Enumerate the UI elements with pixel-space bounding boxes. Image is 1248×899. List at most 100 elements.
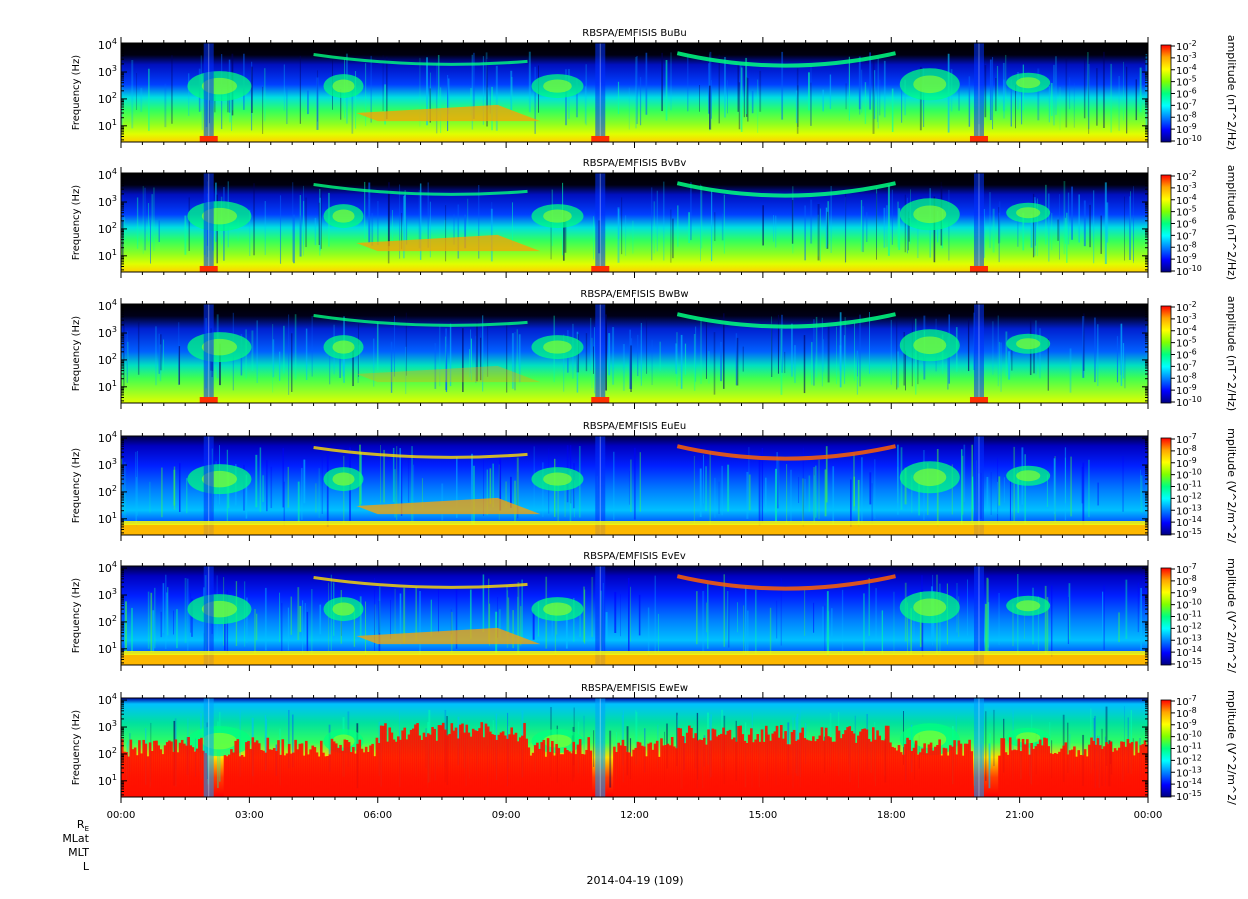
colorbar-tick-label: 10-10 xyxy=(1176,730,1202,744)
spectrogram-panel-3: RBSPA/EMFISIS BwBw Frequency (Hz) 101 102 10… xyxy=(71,289,1238,411)
colorbar-tick-label: 10-12 xyxy=(1176,753,1202,767)
y-tick-label: 101 xyxy=(98,379,117,394)
y-tick-label: 101 xyxy=(98,773,117,788)
colorbar-tick-label: 10-5 xyxy=(1176,205,1197,219)
colorbar-tick-label: 10-7 xyxy=(1176,98,1197,112)
colorbar-tick-label: 10-8 xyxy=(1176,371,1197,385)
colorbar-label: amplitude (nT^2/Hz) xyxy=(1225,165,1238,280)
colorbar-tick-label: 10-8 xyxy=(1176,240,1197,254)
colorbar-tick-label: 10-7 xyxy=(1176,228,1197,242)
colorbar-tick-label: 10-8 xyxy=(1176,110,1197,124)
colorbar-tick-label: 10-10 xyxy=(1176,264,1202,278)
colorbar-tick-label: 10-9 xyxy=(1176,718,1197,732)
y-tick-label: 101 xyxy=(98,641,117,656)
y-tick-label: 101 xyxy=(98,248,117,263)
y-tick-label: 102 xyxy=(98,746,117,761)
y-tick-label: 104 xyxy=(98,430,117,445)
y-tick-label: 101 xyxy=(98,511,117,526)
spectrogram-panel-4: RBSPA/EMFISIS EuEu Frequency (Hz) 101 102 10… xyxy=(71,421,1238,543)
colorbar-tick-label: 10-2 xyxy=(1176,300,1197,314)
y-tick-label: 102 xyxy=(98,221,117,236)
colorbar-tick-label: 10-14 xyxy=(1176,777,1202,791)
colorbar: 10-710-810-910-1010-1110-1210-1310-1410-… xyxy=(1160,558,1238,673)
y-axis-label: Frequency (Hz) xyxy=(71,55,82,131)
x-tick-label: 00:00 xyxy=(107,810,136,821)
x-tick-label: 06:00 xyxy=(363,810,392,821)
colorbar: 10-210-310-410-510-610-710-810-910-10 amp… xyxy=(1160,296,1238,411)
spectrogram-image xyxy=(121,173,1148,272)
x-tick-label: 00:00 xyxy=(1134,810,1163,821)
y-axis-label: Frequency (Hz) xyxy=(71,448,82,524)
colorbar-tick-label: 10-5 xyxy=(1176,75,1197,89)
x-tick-label: 21:00 xyxy=(1005,810,1034,821)
colorbar-tick-label: 10-8 xyxy=(1176,574,1197,588)
colorbar-tick-label: 10-10 xyxy=(1176,134,1202,148)
colorbar-tick-label: 10-10 xyxy=(1176,395,1202,409)
colorbar-tick-label: 10-15 xyxy=(1176,657,1202,671)
panel-title: RBSPA/EMFISIS EuEu xyxy=(583,421,686,432)
spectrogram-panel-1: RBSPA/EMFISIS BuBu Frequency (Hz) 101 102 10… xyxy=(71,28,1238,150)
colorbar-tick-label: 10-6 xyxy=(1176,87,1197,101)
panel-title: RBSPA/EMFISIS BuBu xyxy=(582,28,686,39)
colorbar-tick-label: 10-8 xyxy=(1176,706,1197,720)
y-tick-label: 103 xyxy=(98,194,117,209)
spectrogram-image xyxy=(121,566,1148,665)
x-tick-label: 15:00 xyxy=(748,810,777,821)
panel-title: RBSPA/EMFISIS BwBw xyxy=(580,289,688,300)
colorbar-tick-label: 10-7 xyxy=(1176,562,1197,576)
y-tick-label: 102 xyxy=(98,91,117,106)
y-tick-label: 104 xyxy=(98,37,117,52)
panel-title: RBSPA/EMFISIS EvEv xyxy=(583,551,686,562)
y-axis-label: Frequency (Hz) xyxy=(71,578,82,654)
colorbar-tick-label: 10-8 xyxy=(1176,444,1197,458)
colorbar-tick-label: 10-6 xyxy=(1176,348,1197,362)
colorbar-tick-label: 10-9 xyxy=(1176,252,1197,266)
panel-title: RBSPA/EMFISIS BvBv xyxy=(583,158,687,169)
y-tick-label: 103 xyxy=(98,64,117,79)
colorbar-label: amplitude (nT^2/Hz) xyxy=(1225,35,1238,150)
colorbar-tick-label: 10-4 xyxy=(1176,193,1197,207)
colorbar-tick-label: 10-4 xyxy=(1176,63,1197,77)
colorbar-tick-label: 10-13 xyxy=(1176,765,1202,779)
colorbar-tick-label: 10-12 xyxy=(1176,621,1202,635)
colorbar-tick-label: 10-3 xyxy=(1176,51,1197,65)
colorbar-tick-label: 10-5 xyxy=(1176,336,1197,350)
colorbar-tick-label: 10-6 xyxy=(1176,217,1197,231)
x-tick-label: 12:00 xyxy=(620,810,649,821)
date-label: 2014-04-19 (109) xyxy=(586,874,684,887)
x-tick-label: 09:00 xyxy=(492,810,521,821)
colorbar-tick-label: 10-15 xyxy=(1176,789,1202,803)
panel-title: RBSPA/EMFISIS EwEw xyxy=(581,683,688,694)
colorbar-tick-label: 10-11 xyxy=(1176,480,1202,494)
colorbar-tick-label: 10-11 xyxy=(1176,742,1202,756)
ephemeris-label-mlt: MLT xyxy=(68,846,89,859)
colorbar-tick-label: 10-12 xyxy=(1176,491,1202,505)
y-tick-label: 103 xyxy=(98,587,117,602)
y-axis-label: Frequency (Hz) xyxy=(71,316,82,392)
colorbar-tick-label: 10-10 xyxy=(1176,598,1202,612)
colorbar: 10-210-310-410-510-610-710-810-910-10 amp… xyxy=(1160,165,1238,280)
colorbar-tick-label: 10-13 xyxy=(1176,503,1202,517)
colorbar-tick-label: 10-10 xyxy=(1176,468,1202,482)
spectrogram-panel-6: RBSPA/EMFISIS EwEw Frequency (Hz) 101 102 10… xyxy=(71,683,1238,805)
y-tick-label: 104 xyxy=(98,560,117,575)
ephemeris-label-mlat: MLat xyxy=(62,832,89,845)
y-tick-label: 103 xyxy=(98,457,117,472)
spectrogram-image xyxy=(121,304,1148,403)
y-tick-label: 103 xyxy=(98,325,117,340)
colorbar-tick-label: 10-3 xyxy=(1176,181,1197,195)
colorbar-tick-label: 10-14 xyxy=(1176,515,1202,529)
colorbar-label: mplitude (V^2/m^2/ xyxy=(1225,690,1238,805)
colorbar-tick-label: 10-2 xyxy=(1176,39,1197,53)
y-tick-label: 104 xyxy=(98,167,117,182)
x-tick-label: 03:00 xyxy=(235,810,264,821)
y-tick-label: 101 xyxy=(98,118,117,133)
colorbar-tick-label: 10-9 xyxy=(1176,456,1197,470)
colorbar-tick-label: 10-9 xyxy=(1176,586,1197,600)
spectrogram-image xyxy=(121,436,1148,535)
y-tick-label: 102 xyxy=(98,614,117,629)
y-tick-label: 104 xyxy=(98,298,117,313)
ephemeris-label-l: L xyxy=(82,860,89,873)
colorbar-label: amplitude (nT^2/Hz) xyxy=(1225,296,1238,411)
